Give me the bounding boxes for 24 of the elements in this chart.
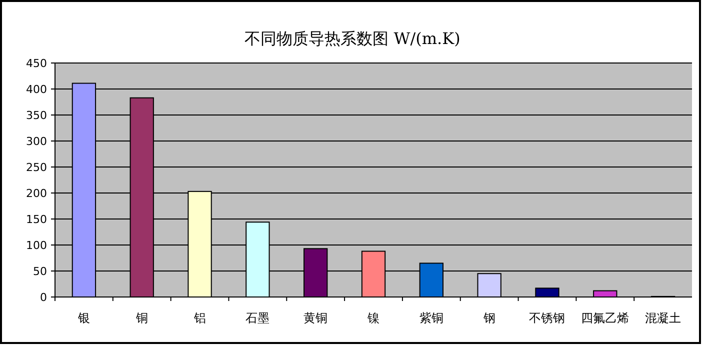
y-tick-label: 0: [40, 290, 47, 304]
x-tick-label: 四氟乙烯: [581, 311, 630, 325]
y-tick-label: 150: [26, 212, 47, 226]
x-tick-label: 镍: [366, 311, 380, 325]
x-tick-label: 钢: [482, 311, 496, 325]
x-tick-label: 铜: [134, 311, 148, 325]
x-tick-label: 紫铜: [419, 311, 444, 325]
x-tick-label: 银: [76, 311, 90, 325]
x-tick-label: 石墨: [246, 311, 270, 325]
y-tick-label: 100: [26, 238, 47, 252]
y-tick-label: 300: [26, 134, 47, 148]
x-tick-label: 不锈钢: [529, 311, 566, 325]
bar: [593, 290, 618, 298]
y-tick-label: 450: [26, 56, 47, 70]
y-tick-label: 200: [26, 186, 47, 200]
y-tick-label: 350: [26, 108, 47, 122]
y-tick-label: 400: [26, 82, 47, 96]
y-tick-label: 50: [33, 264, 47, 278]
bar: [535, 288, 560, 298]
y-tick-label: 250: [26, 160, 47, 174]
x-tick-label: 黄铜: [304, 311, 328, 325]
chart-title: 不同物质导热系数图 W/(m.K): [244, 29, 460, 48]
x-tick-label: 混凝土: [645, 311, 682, 325]
x-tick-label: 铝: [192, 311, 206, 325]
